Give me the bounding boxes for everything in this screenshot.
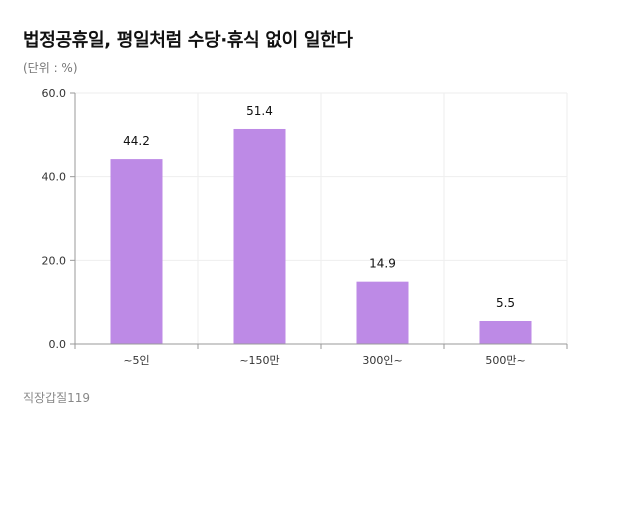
bar <box>233 128 286 344</box>
y-tick-label: 20.0 <box>42 254 67 267</box>
bar <box>479 320 532 344</box>
y-tick-label: 40.0 <box>42 171 67 184</box>
x-tick-label: ~5인 <box>123 354 149 367</box>
x-tick-label: 500만~ <box>485 354 525 367</box>
bar <box>110 159 163 344</box>
labels: 0.0 20.0 40.0 60.0 44.2 ~5인 51.4 ~150만 14.9 300인~… <box>42 87 526 367</box>
bar <box>356 281 409 344</box>
x-tick-label: ~150만 <box>239 354 279 367</box>
chart-title: 법정공휴일, 평일처럼 수당·휴식 없이 일한다 <box>23 30 353 51</box>
bar-value-label: 14.9 <box>369 257 396 271</box>
y-tick-label: 0.0 <box>49 338 67 351</box>
x-tick-label: 300인~ <box>362 354 402 367</box>
y-tick-label: 60.0 <box>42 87 67 100</box>
unit-label: (단위 : %) <box>23 61 78 75</box>
bar-value-label: 51.4 <box>246 104 273 118</box>
bar-value-label: 44.2 <box>123 134 150 148</box>
axes <box>70 92 568 349</box>
bar-value-label: 5.5 <box>496 296 515 310</box>
bars <box>110 128 532 344</box>
source-label: 직장갑질119 <box>23 391 91 405</box>
